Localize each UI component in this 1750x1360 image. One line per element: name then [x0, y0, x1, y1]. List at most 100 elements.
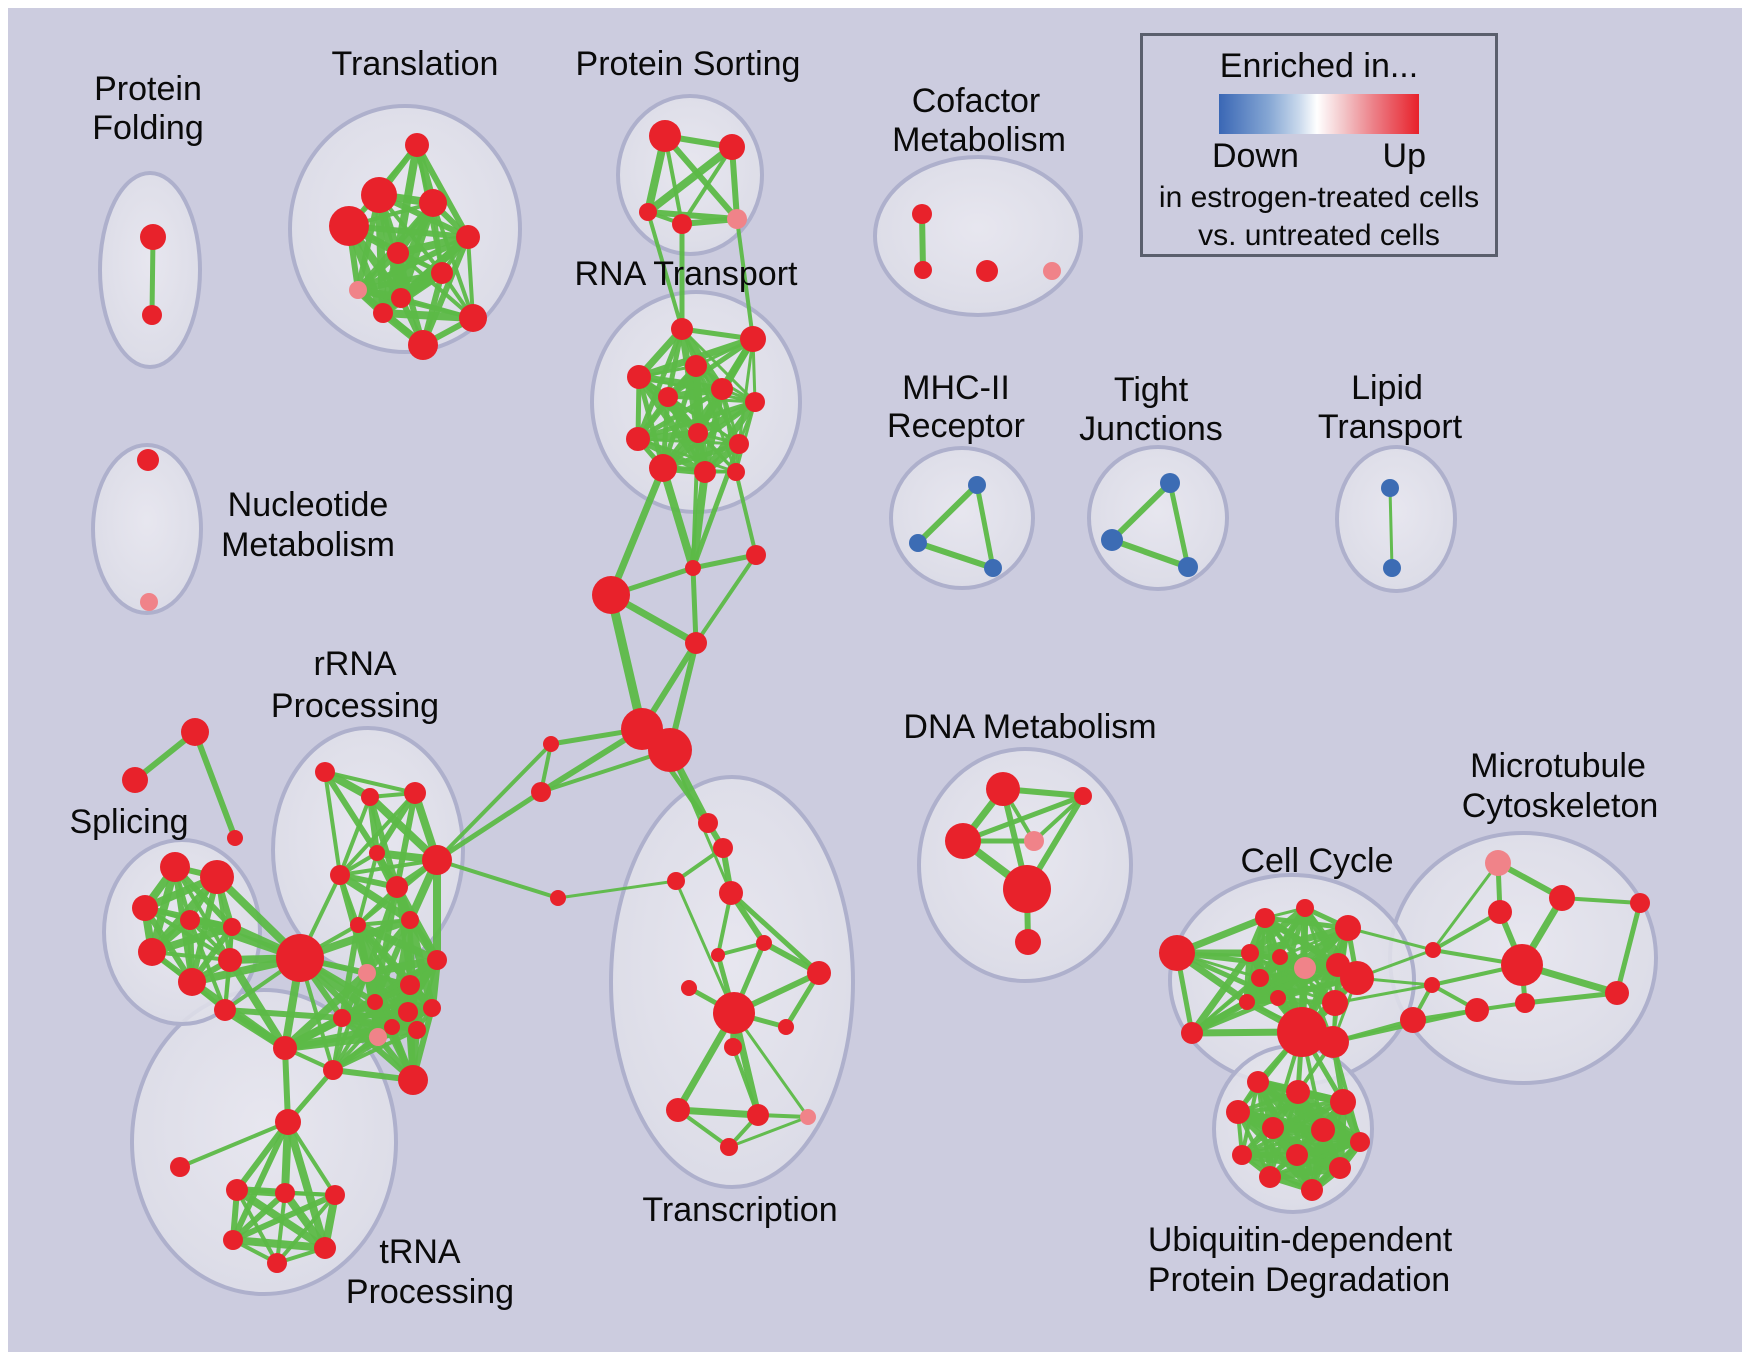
gene-set-node-splicing-rrna[interactable] — [276, 934, 324, 982]
gene-set-node-central-connectors[interactable] — [685, 632, 707, 654]
gene-set-node-splicing-rrna[interactable] — [369, 1028, 387, 1046]
gene-set-node-microtubule-cytoskeleton[interactable] — [1485, 850, 1511, 876]
gene-set-node-cell-cycle[interactable] — [1270, 990, 1286, 1006]
gene-set-node-central-connectors[interactable] — [685, 560, 701, 576]
gene-set-node-splicing-rrna[interactable] — [400, 975, 420, 995]
gene-set-node-microtubule-cytoskeleton[interactable] — [1501, 944, 1543, 986]
gene-set-node-splicing-rrna[interactable] — [178, 968, 206, 996]
gene-set-node-ubiquitin-degradation[interactable] — [1286, 1080, 1310, 1104]
gene-set-node-ubiquitin-degradation[interactable] — [1350, 1132, 1370, 1152]
gene-set-node-trna-processing[interactable] — [314, 1237, 336, 1259]
gene-set-node-cofactor-metabolism[interactable] — [976, 260, 998, 282]
gene-set-node-tight-junctions[interactable] — [1101, 529, 1123, 551]
gene-set-node-dna-metabolism[interactable] — [1003, 865, 1051, 913]
gene-set-node-cell-cycle[interactable] — [1335, 915, 1361, 941]
gene-set-node-splicing-rrna[interactable] — [384, 1019, 400, 1035]
gene-set-node-transcription[interactable] — [756, 935, 772, 951]
gene-set-node-microtubule-cytoskeleton[interactable] — [1605, 981, 1629, 1005]
gene-set-node-microtubule-cytoskeleton[interactable] — [1425, 942, 1441, 958]
gene-set-node-transcription[interactable] — [800, 1109, 816, 1125]
gene-set-node-rna-transport[interactable] — [729, 434, 749, 454]
gene-set-node-trna-processing[interactable] — [226, 1179, 248, 1201]
gene-set-node-rna-transport[interactable] — [745, 392, 765, 412]
gene-set-node-dna-metabolism[interactable] — [1074, 787, 1092, 805]
gene-set-node-transcription[interactable] — [807, 961, 831, 985]
gene-set-node-microtubule-cytoskeleton[interactable] — [1465, 998, 1489, 1022]
gene-set-node-microtubule-cytoskeleton[interactable] — [1488, 900, 1512, 924]
gene-set-node-translation[interactable] — [459, 304, 487, 332]
gene-set-node-splicing-rrna[interactable] — [214, 999, 236, 1021]
gene-set-node-ubiquitin-degradation[interactable] — [1232, 1145, 1252, 1165]
gene-set-node-transcription[interactable] — [698, 813, 718, 833]
gene-set-node-cell-cycle[interactable] — [1277, 1007, 1327, 1057]
gene-set-node-splicing-rrna[interactable] — [323, 1060, 343, 1080]
gene-set-node-splicing-rrna[interactable] — [404, 782, 426, 804]
gene-set-node-cell-cycle[interactable] — [1255, 908, 1275, 928]
gene-set-node-rna-transport[interactable] — [727, 463, 745, 481]
gene-set-node-ubiquitin-degradation[interactable] — [1286, 1144, 1308, 1166]
gene-set-node-cofactor-metabolism[interactable] — [1043, 262, 1061, 280]
gene-set-node-rna-transport[interactable] — [711, 378, 733, 400]
gene-set-node-rna-transport[interactable] — [694, 461, 716, 483]
gene-set-node-ubiquitin-degradation[interactable] — [1259, 1166, 1281, 1188]
gene-set-node-lipid-transport[interactable] — [1383, 559, 1401, 577]
gene-set-node-splicing-rrna[interactable] — [350, 917, 366, 933]
gene-set-node-rna-transport[interactable] — [688, 423, 708, 443]
gene-set-node-protein-sorting[interactable] — [719, 134, 745, 160]
gene-set-node-rna-transport[interactable] — [649, 454, 677, 482]
gene-set-node-dna-metabolism[interactable] — [986, 772, 1020, 806]
gene-set-node-nucleotide-metabolism[interactable] — [140, 593, 158, 611]
gene-set-node-cofactor-metabolism[interactable] — [912, 204, 932, 224]
gene-set-node-cofactor-metabolism[interactable] — [914, 261, 932, 279]
gene-set-node-protein-folding[interactable] — [142, 305, 162, 325]
gene-set-node-transcription[interactable] — [719, 881, 743, 905]
gene-set-node-translation[interactable] — [373, 303, 393, 323]
gene-set-node-mhc-ii-receptor[interactable] — [968, 476, 986, 494]
gene-set-node-dna-metabolism[interactable] — [945, 823, 981, 859]
gene-set-node-splicing-rrna[interactable] — [367, 994, 383, 1010]
gene-set-node-rna-transport[interactable] — [671, 318, 693, 340]
gene-set-node-splicing-rrna[interactable] — [223, 918, 241, 936]
gene-set-node-translation[interactable] — [456, 225, 480, 249]
gene-set-node-cell-cycle[interactable] — [1340, 961, 1374, 995]
gene-set-node-splicing-rrna[interactable] — [398, 1002, 418, 1022]
gene-set-node-transcription[interactable] — [778, 1019, 794, 1035]
gene-set-node-protein-folding[interactable] — [140, 224, 166, 250]
gene-set-node-protein-sorting[interactable] — [649, 120, 681, 152]
gene-set-node-cell-cycle[interactable] — [1181, 1022, 1203, 1044]
gene-set-node-lipid-transport[interactable] — [1381, 479, 1399, 497]
gene-set-node-splicing-rrna[interactable] — [132, 895, 158, 921]
gene-set-node-mhc-ii-receptor[interactable] — [984, 559, 1002, 577]
gene-set-node-splicing-rrna[interactable] — [386, 876, 408, 898]
gene-set-node-splicing-triangle[interactable] — [122, 767, 148, 793]
gene-set-node-ubiquitin-degradation[interactable] — [1262, 1117, 1284, 1139]
gene-set-node-splicing-rrna[interactable] — [138, 938, 166, 966]
gene-set-node-rna-transport[interactable] — [740, 326, 766, 352]
gene-set-node-cell-cycle[interactable] — [1317, 1026, 1349, 1058]
gene-set-node-splicing-triangle[interactable] — [181, 718, 209, 746]
gene-set-node-translation[interactable] — [431, 262, 453, 284]
gene-set-node-central-connectors[interactable] — [531, 782, 551, 802]
gene-set-node-nucleotide-metabolism[interactable] — [137, 449, 159, 471]
gene-set-node-translation[interactable] — [387, 242, 409, 264]
gene-set-node-transcription[interactable] — [713, 838, 733, 858]
gene-set-node-cell-cycle[interactable] — [1322, 990, 1348, 1016]
gene-set-node-rna-transport[interactable] — [658, 387, 678, 407]
gene-set-node-transcription[interactable] — [724, 1038, 742, 1056]
gene-set-node-splicing-triangle[interactable] — [227, 830, 243, 846]
gene-set-node-splicing-rrna[interactable] — [333, 1009, 351, 1027]
gene-set-node-trna-processing[interactable] — [267, 1253, 287, 1273]
gene-set-node-microtubule-cytoskeleton[interactable] — [1515, 993, 1535, 1013]
gene-set-node-central-connectors[interactable] — [746, 545, 766, 565]
gene-set-node-central-connectors[interactable] — [648, 728, 692, 772]
gene-set-node-translation[interactable] — [361, 177, 397, 213]
gene-set-node-ubiquitin-degradation[interactable] — [1330, 1089, 1356, 1115]
gene-set-node-translation[interactable] — [408, 330, 438, 360]
gene-set-node-transcription[interactable] — [681, 980, 697, 996]
gene-set-node-ubiquitin-degradation[interactable] — [1226, 1100, 1250, 1124]
gene-set-node-splicing-rrna[interactable] — [315, 762, 335, 782]
gene-set-node-central-connectors[interactable] — [543, 736, 559, 752]
gene-set-node-central-connectors[interactable] — [592, 576, 630, 614]
gene-set-node-cell-cycle[interactable] — [1251, 969, 1269, 987]
gene-set-node-transcription[interactable] — [713, 992, 755, 1034]
